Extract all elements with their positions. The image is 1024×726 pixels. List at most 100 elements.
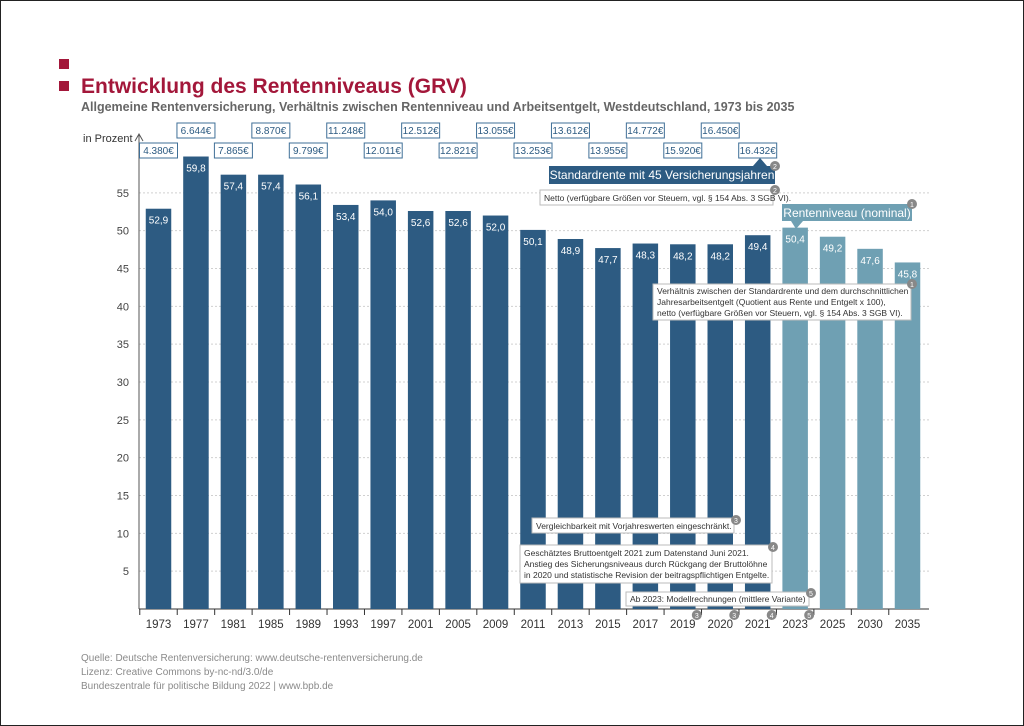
x-tick-label: 2035: [895, 619, 921, 631]
x-tick-label: 2021: [745, 619, 771, 631]
geschaetzt-note-line: Anstieg des Sicherungsniveaus durch Rück…: [524, 559, 768, 569]
pension-value: 9.799€: [293, 146, 324, 157]
chart-title: Entwicklung des Rentenniveaus (GRV): [81, 75, 467, 98]
pension-value: 13.253€: [515, 146, 552, 157]
x-tick-label: 1981: [221, 619, 247, 631]
pension-value: 13.055€: [477, 126, 514, 137]
x-tick-label: 1973: [146, 619, 172, 631]
y-tick-label: 45: [117, 264, 129, 276]
x-tick-label: 1993: [333, 619, 359, 631]
bar-value-label: 48,3: [636, 251, 656, 262]
bar: [295, 184, 322, 609]
bar-value-label: 47,6: [860, 256, 880, 267]
x-tick-label: 2023: [782, 619, 808, 631]
pension-value: 15.920€: [665, 146, 702, 157]
y-tick-label: 5: [123, 566, 129, 578]
bar-value-label: 49,2: [823, 244, 843, 255]
bar-value-label: 52,0: [486, 223, 506, 234]
footnote-marker: [729, 610, 740, 620]
verhaeltnis-note-box: [652, 283, 912, 321]
footnote-marker: [691, 610, 702, 620]
y-tick-label: 20: [117, 453, 129, 465]
publisher-note: Bundeszentrale für politische Bildung 20…: [81, 681, 334, 692]
standardrente-label: Standardrente mit 45 Versicherungsjahren: [550, 168, 775, 182]
pension-box: [438, 142, 478, 159]
bar-value-label: 48,9: [561, 246, 581, 257]
bar-value-label: 50,1: [523, 237, 543, 248]
bar-value-label: 47,7: [598, 255, 618, 266]
y-tick-label: 55: [117, 188, 129, 200]
y-tick-label: 10: [117, 528, 129, 540]
pension-value: 12.821€: [440, 146, 477, 157]
source-note: Quelle: Deutsche Rentenversicherung: www…: [81, 653, 423, 664]
footnote-marker: [804, 610, 815, 620]
footnote-marker-label: 1: [910, 202, 914, 209]
pension-box: [663, 142, 703, 159]
x-tick-label: 2017: [633, 619, 659, 631]
pension-box: [476, 122, 516, 139]
title-marker-square: [59, 81, 69, 91]
bar-value-label: 52,6: [448, 218, 468, 229]
pension-value: 13.955€: [590, 146, 627, 157]
bar-value-label: 52,9: [149, 216, 169, 227]
license-note: Lizenz: Creative Commons by-nc-nd/3.0/de: [81, 667, 274, 678]
bar-value-label: 48,2: [711, 251, 731, 262]
bar-value-label: 52,6: [411, 218, 431, 229]
footnote-marker: [768, 542, 778, 552]
bar: [333, 204, 359, 609]
modell-note-box: [625, 591, 810, 607]
bar: [445, 210, 471, 609]
rentenniveau-callout-pointer: [791, 221, 803, 229]
y-tick-label: 15: [117, 491, 129, 503]
pension-value: 16.432€: [740, 146, 777, 157]
x-tick-label: 2011: [521, 619, 546, 631]
x-tick-label: 1997: [370, 619, 396, 631]
y-tick-label: 40: [117, 301, 129, 313]
pension-box: [513, 142, 553, 159]
title-marker-square: [59, 59, 69, 69]
vergleichbarkeit-note: Vergleichbarkeit mit Vorjahreswerten ein…: [536, 521, 732, 531]
pension-box: [213, 142, 253, 159]
bar-value-label: 57,4: [261, 182, 281, 193]
footnote-marker-label: 3: [732, 613, 736, 620]
x-tick-label: 2020: [707, 619, 733, 631]
netto-note: Netto (verfügbare Größen vor Steuern, vg…: [544, 193, 791, 203]
pension-box: [401, 122, 441, 139]
bar: [370, 200, 396, 609]
geschaetzt-note-line: Geschätztes Bruttoentgelt 2021 zum Daten…: [524, 548, 749, 558]
geschaetzt-note-box: [519, 544, 773, 584]
standardrente-callout-pointer: [753, 158, 767, 166]
x-tick-label: 2001: [408, 619, 434, 631]
x-tick-label: 1985: [258, 619, 284, 631]
bar: [407, 210, 434, 609]
y-tick-label: 50: [117, 226, 129, 238]
pension-box: [700, 122, 740, 139]
footnote-marker: [907, 279, 917, 289]
x-tick-label: 2015: [595, 619, 621, 631]
netto-note-box: [539, 189, 774, 206]
bar-value-label: 54,0: [373, 207, 393, 218]
footnote-marker-label: 5: [809, 591, 813, 598]
pension-box: [625, 122, 665, 139]
footnote-marker-label: 3: [734, 518, 738, 525]
footnote-marker: [907, 199, 917, 209]
pension-value: 11.248€: [328, 126, 364, 137]
bar-value-label: 53,4: [336, 212, 356, 223]
standardrente-callout: [549, 166, 775, 184]
y-axis-arrow: [134, 132, 144, 142]
footnote-marker-label: 3: [695, 613, 699, 620]
bar-value-label: 49,4: [748, 242, 768, 253]
verhaeltnis-note-line: Jahresarbeitsentgelt (Quotient aus Rente…: [657, 297, 886, 307]
pension-value: 4.380€: [143, 146, 174, 157]
pension-box: [363, 142, 403, 159]
x-tick-label: 2005: [445, 619, 471, 631]
footnote-marker: [806, 588, 816, 598]
y-axis-label: in Prozent: [83, 133, 133, 145]
bar-value-label: 48,2: [673, 251, 693, 262]
footnote-marker-label: 2: [773, 188, 777, 195]
pension-box: [251, 122, 291, 139]
pension-box: [139, 142, 178, 159]
vergleichbarkeit-note-box: [531, 517, 735, 534]
footnote-marker: [770, 161, 780, 171]
